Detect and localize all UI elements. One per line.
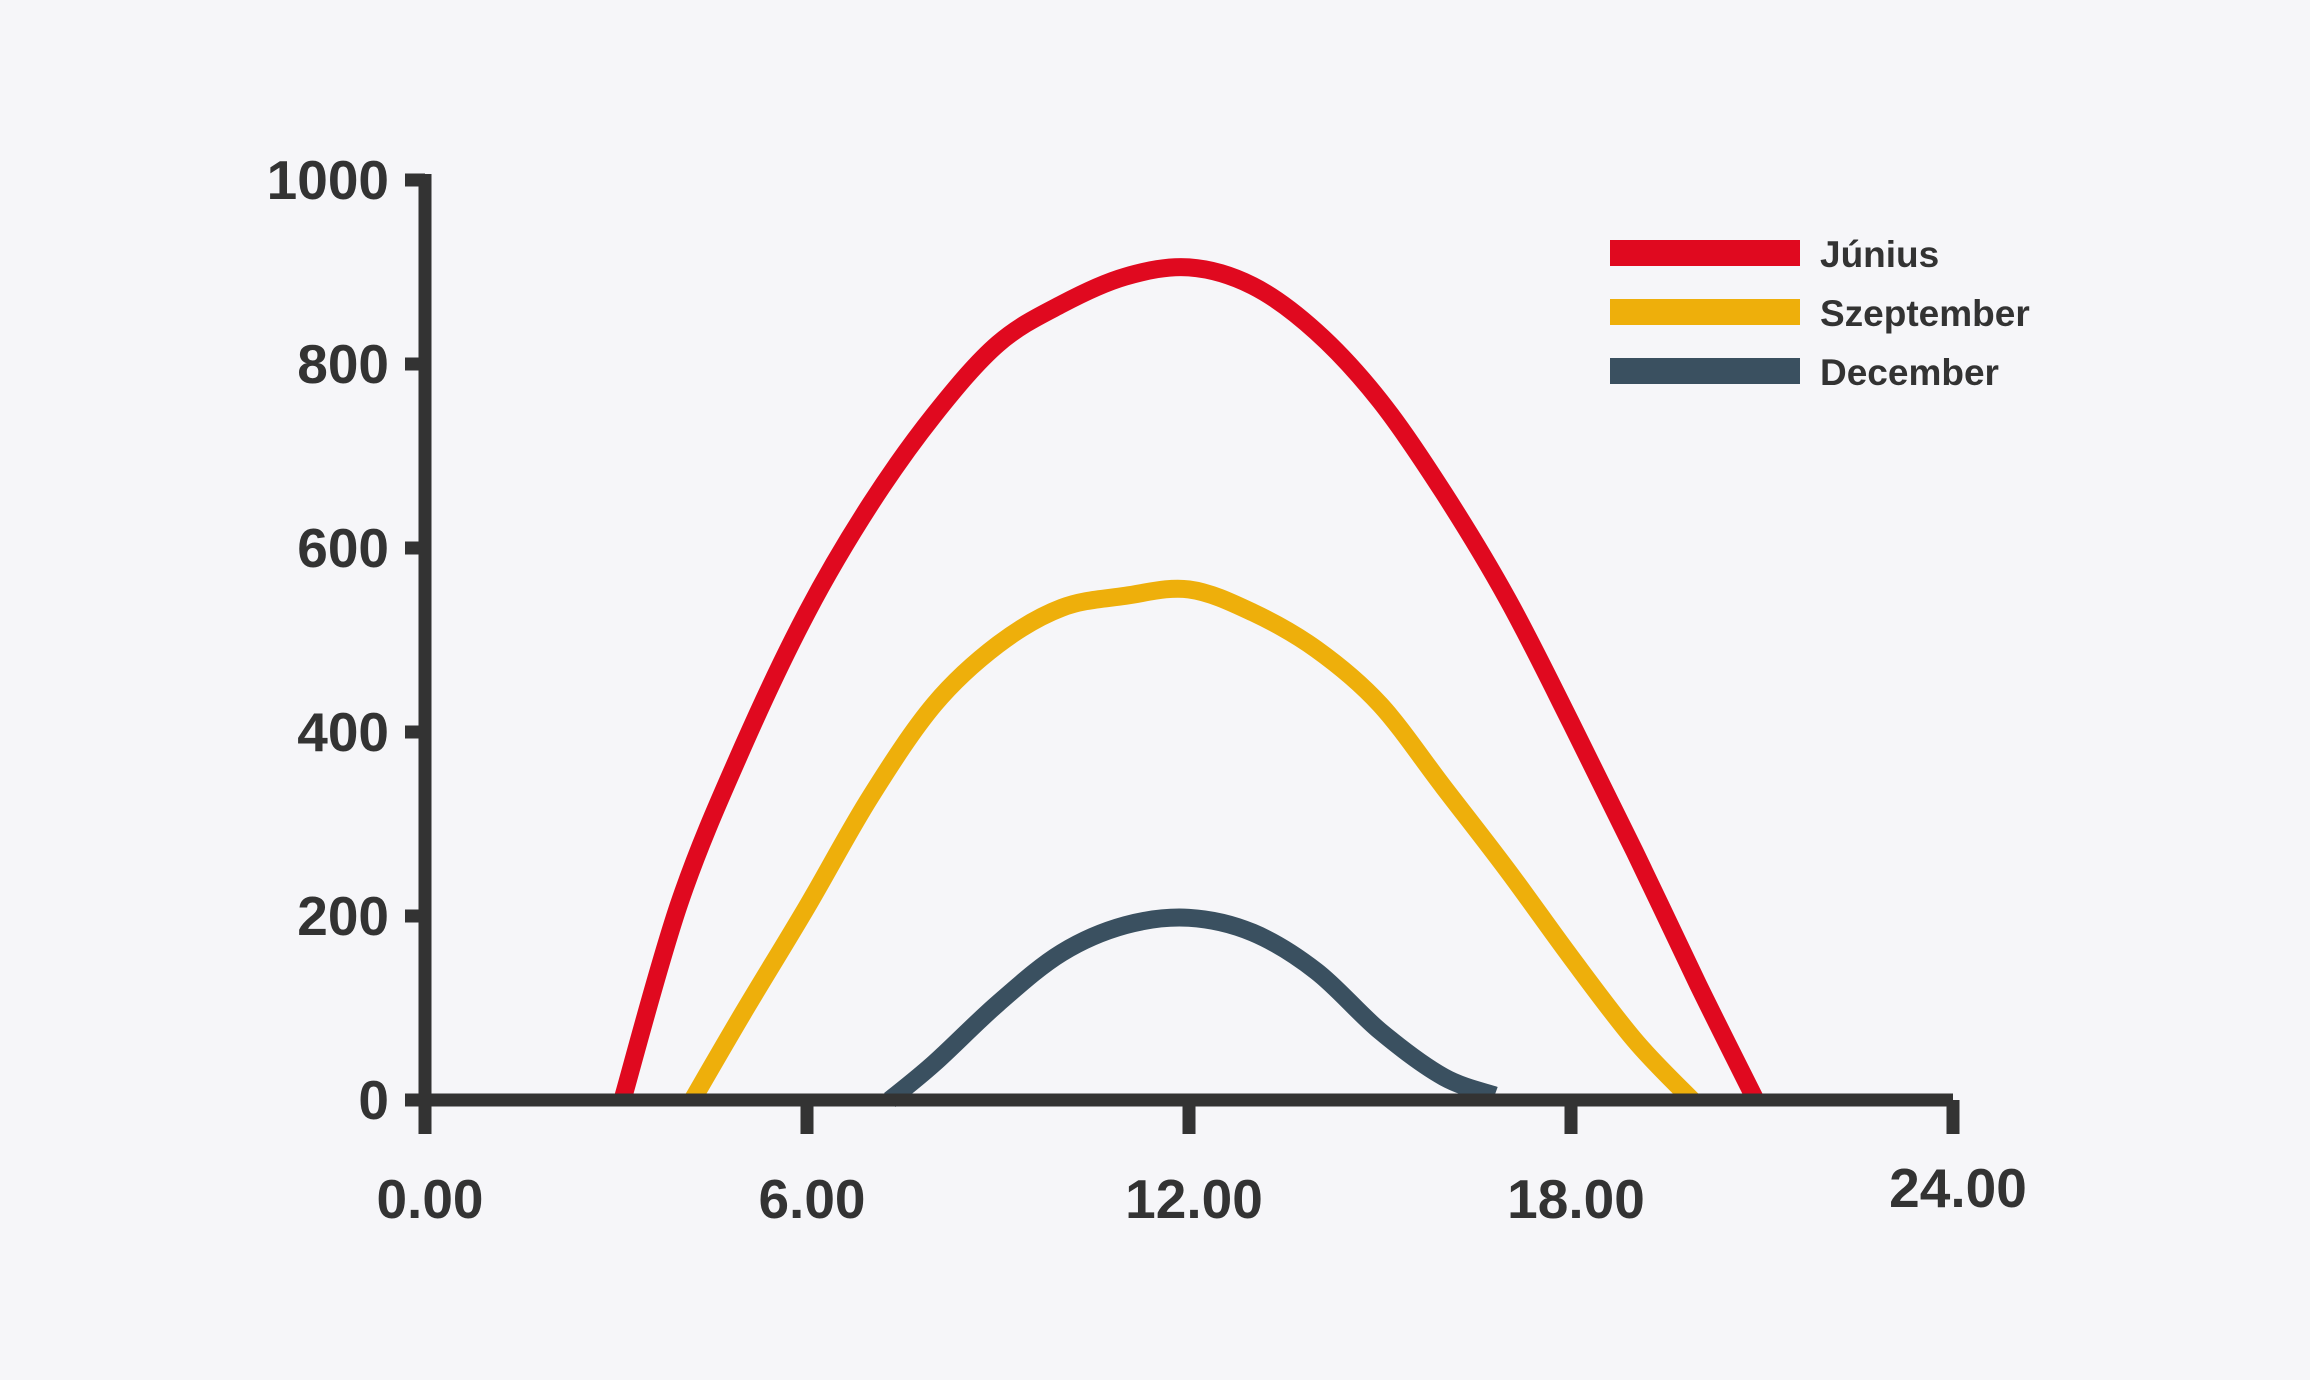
legend: Június Szeptember December — [1610, 234, 2030, 393]
y-tick-label: 0 — [358, 1069, 389, 1131]
legend-label: Szeptember — [1820, 293, 2030, 334]
legend-swatch — [1610, 358, 1800, 384]
x-tick-label: 12.00 — [1125, 1168, 1263, 1230]
legend-swatch — [1610, 299, 1800, 325]
series-layer — [613, 258, 1764, 1107]
x-tick-label: 24.00 — [1889, 1157, 2027, 1219]
axes: 0 200 400 600 800 1000 0.00 6.00 12.00 18.00 24.00 — [267, 149, 2027, 1230]
y-tick-label: 200 — [297, 885, 389, 947]
x-tick-label: 18.00 — [1507, 1168, 1645, 1230]
legend-label: Június — [1820, 234, 1939, 275]
legend-swatch — [1610, 240, 1800, 266]
series-line-2 — [884, 908, 1498, 1107]
y-tick-label: 600 — [297, 517, 389, 579]
x-tick-label: 6.00 — [758, 1168, 865, 1230]
y-tick-label: 1000 — [267, 149, 389, 211]
y-tick-label: 800 — [297, 333, 389, 395]
legend-label: December — [1820, 352, 1999, 393]
y-tick-label: 400 — [297, 701, 389, 763]
series-line-1 — [684, 579, 1699, 1107]
x-tick-label: 0.00 — [376, 1168, 483, 1230]
series-line-0 — [613, 258, 1764, 1104]
